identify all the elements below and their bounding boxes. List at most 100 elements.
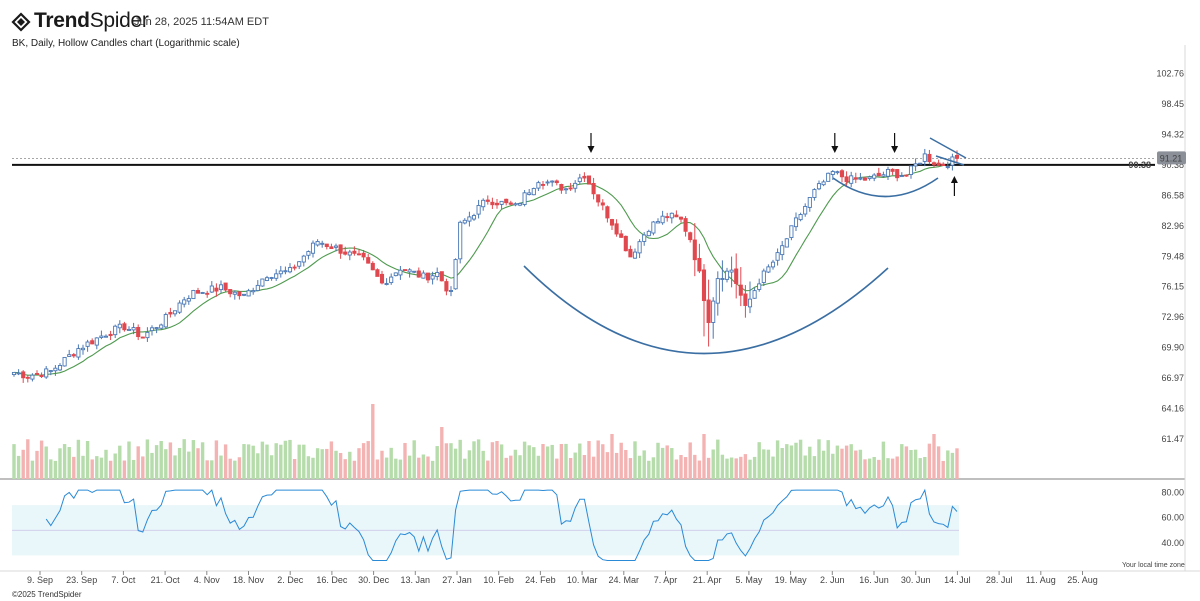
volume-bar bbox=[99, 457, 104, 479]
candle-body bbox=[798, 214, 803, 221]
y-tick-label: 79.48 bbox=[1161, 251, 1184, 261]
volume-bar bbox=[628, 458, 633, 479]
candle-body bbox=[338, 244, 343, 254]
volume-bar bbox=[246, 444, 251, 479]
candle-body bbox=[182, 299, 187, 305]
chart-header: TrendSpider Jun 28, 2025 11:54AM EDT BK,… bbox=[0, 0, 1200, 55]
volume-bar bbox=[886, 458, 890, 479]
candle-body bbox=[306, 251, 311, 256]
candle-body bbox=[899, 175, 904, 178]
volume-bar bbox=[210, 460, 214, 479]
x-tick-label: 5. May bbox=[735, 575, 763, 585]
x-tick-label: 16. Dec bbox=[316, 575, 348, 585]
candle-body bbox=[683, 218, 688, 232]
volume-bar bbox=[647, 460, 651, 479]
volume-bar bbox=[803, 455, 807, 479]
candle-body bbox=[646, 230, 651, 237]
copyright: ©2025 TrendSpider bbox=[12, 590, 82, 599]
volume-bar bbox=[941, 460, 945, 479]
candle-body bbox=[278, 270, 283, 275]
candle-body bbox=[936, 162, 941, 166]
chart-timestamp: Jun 28, 2025 11:54AM EDT bbox=[134, 16, 269, 28]
volume-bar bbox=[472, 441, 476, 479]
candle-body bbox=[609, 219, 615, 226]
volume-bar bbox=[729, 457, 734, 479]
volume-bar bbox=[127, 441, 131, 479]
candle-body bbox=[839, 170, 845, 178]
candle-body bbox=[214, 287, 219, 292]
volume-bar bbox=[706, 457, 711, 479]
volume-bar bbox=[403, 442, 407, 479]
volume-bar bbox=[509, 455, 513, 479]
volume-bar bbox=[187, 451, 191, 479]
candle-body bbox=[264, 277, 270, 281]
candle-body bbox=[195, 290, 201, 294]
volume-bar bbox=[417, 457, 421, 479]
volume-bar bbox=[191, 440, 196, 479]
x-tick-label: 10. Feb bbox=[483, 575, 514, 585]
candle-body bbox=[697, 257, 702, 272]
volume-bar bbox=[932, 434, 936, 479]
candle-body bbox=[568, 187, 573, 190]
x-tick-label: 30. Dec bbox=[358, 575, 390, 585]
volume-bar bbox=[812, 456, 817, 479]
candle-body bbox=[761, 270, 766, 283]
candle-body bbox=[724, 270, 730, 280]
candle-body bbox=[393, 272, 398, 277]
candle-body bbox=[425, 272, 431, 281]
volume-bar bbox=[679, 455, 683, 479]
volume-bar bbox=[49, 459, 53, 479]
volume-bar bbox=[39, 440, 44, 479]
candle-body bbox=[375, 269, 380, 277]
candle-body bbox=[347, 251, 352, 256]
x-tick-label: 21. Oct bbox=[151, 575, 181, 585]
candle-body bbox=[747, 298, 753, 308]
candle-body bbox=[508, 202, 513, 205]
candle-body bbox=[39, 374, 44, 378]
volume-bar bbox=[449, 443, 453, 479]
candle-body bbox=[315, 241, 320, 246]
volume-bar bbox=[168, 442, 173, 479]
volume-bar bbox=[426, 456, 430, 479]
candle-body bbox=[310, 242, 316, 254]
candle-body bbox=[720, 278, 725, 280]
candle-body bbox=[655, 221, 661, 224]
volume-bar bbox=[182, 439, 186, 479]
candle-body bbox=[34, 373, 40, 375]
volume-bar bbox=[150, 452, 154, 479]
candle-body bbox=[536, 182, 541, 189]
volume-bar bbox=[794, 442, 798, 479]
candle-body bbox=[881, 174, 886, 177]
y-tick-label: 82.96 bbox=[1161, 221, 1184, 231]
volume-bar bbox=[725, 458, 729, 479]
candle-body bbox=[48, 370, 53, 372]
volume-bar bbox=[904, 446, 909, 479]
y-tick-label: 102.76 bbox=[1156, 69, 1184, 79]
candle-body bbox=[784, 238, 789, 248]
volume-bar bbox=[343, 459, 347, 479]
candle-body bbox=[191, 289, 196, 300]
volume-bar bbox=[16, 455, 21, 479]
x-tick-label: 21. Apr bbox=[693, 575, 722, 585]
y-tick-label: 90.38 bbox=[1161, 160, 1184, 170]
candle-body bbox=[200, 292, 205, 294]
x-tick-label: 28. Jul bbox=[986, 575, 1013, 585]
volume-bar bbox=[398, 459, 403, 479]
volume-bar bbox=[513, 449, 518, 479]
volume-bar bbox=[265, 444, 269, 479]
volume-bar bbox=[683, 457, 688, 479]
candle-body bbox=[793, 217, 799, 228]
volume-bar bbox=[384, 457, 389, 479]
volume-bar bbox=[371, 404, 375, 479]
candle-body bbox=[931, 162, 937, 166]
candle-body bbox=[471, 215, 477, 220]
candle-body bbox=[499, 200, 504, 205]
volume-bar bbox=[527, 445, 531, 479]
x-tick-label: 25. Aug bbox=[1067, 575, 1098, 585]
candle-body bbox=[862, 177, 868, 181]
candle-body bbox=[665, 216, 670, 219]
candle-body bbox=[577, 177, 582, 183]
rsi-tick-label: 80.00 bbox=[1161, 488, 1184, 498]
y-tick-label: 72.96 bbox=[1161, 312, 1184, 322]
